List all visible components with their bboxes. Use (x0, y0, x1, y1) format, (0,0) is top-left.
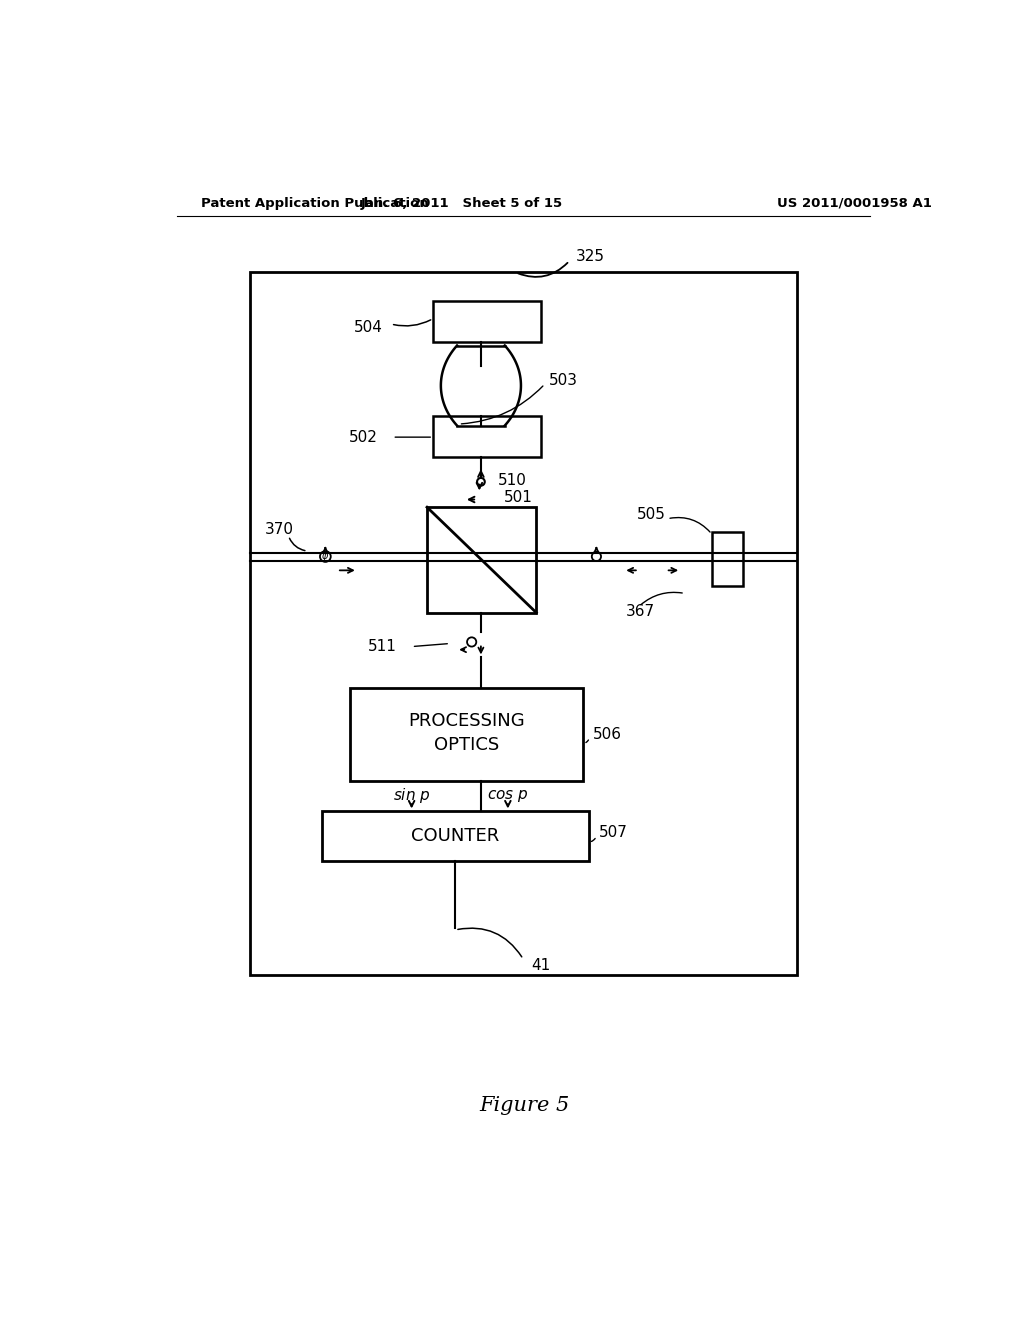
Bar (433, 301, 541, 342)
Text: 502: 502 (348, 429, 378, 445)
Text: COUNTER: COUNTER (411, 828, 500, 845)
Bar (427, 507, 537, 612)
Text: 367: 367 (626, 603, 654, 619)
Text: 505: 505 (637, 507, 666, 521)
Text: 503: 503 (549, 372, 578, 388)
Text: 507: 507 (599, 825, 628, 841)
Text: Jan. 6, 2011   Sheet 5 of 15: Jan. 6, 2011 Sheet 5 of 15 (360, 197, 563, 210)
Text: 510: 510 (498, 473, 526, 488)
Text: cos $p$: cos $p$ (487, 788, 528, 804)
Text: Patent Application Publication: Patent Application Publication (202, 197, 429, 210)
Text: Figure 5: Figure 5 (479, 1096, 570, 1115)
Text: 41: 41 (531, 958, 550, 973)
Bar (250, 272, 797, 974)
Text: 325: 325 (575, 249, 604, 264)
Bar (350, 688, 584, 780)
Text: 506: 506 (593, 727, 622, 742)
Bar (712, 532, 742, 586)
Text: PROCESSING: PROCESSING (409, 711, 525, 730)
Text: OPTICS: OPTICS (434, 737, 500, 754)
Text: sin $p$: sin $p$ (393, 787, 430, 805)
Text: 501: 501 (504, 490, 532, 504)
Text: 504: 504 (354, 321, 383, 335)
Text: 370: 370 (265, 521, 294, 537)
Bar (433, 416, 541, 457)
Text: US 2011/0001958 A1: US 2011/0001958 A1 (777, 197, 932, 210)
Bar (322, 812, 589, 861)
Text: 511: 511 (368, 639, 396, 655)
Text: $\phi$: $\phi$ (322, 549, 330, 564)
